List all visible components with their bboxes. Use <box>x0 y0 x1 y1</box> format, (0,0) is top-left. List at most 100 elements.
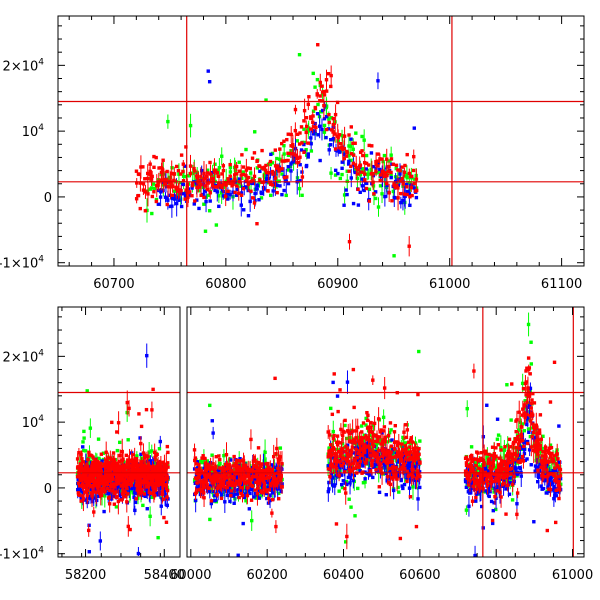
data-point <box>184 145 188 149</box>
data-point <box>344 461 348 465</box>
data-point <box>212 494 217 498</box>
data-point <box>116 461 120 466</box>
data-point <box>417 470 422 474</box>
data-point <box>111 470 115 474</box>
data-point <box>328 474 332 479</box>
data-point <box>193 199 197 203</box>
data-point <box>257 482 261 486</box>
data-point <box>326 71 331 76</box>
data-point <box>360 184 365 188</box>
data-point <box>267 475 272 480</box>
data-point <box>90 463 94 467</box>
data-point <box>143 177 147 181</box>
data-point <box>117 493 122 498</box>
data-point <box>204 174 208 179</box>
data-point <box>351 153 356 157</box>
data-point <box>360 447 365 451</box>
data-point <box>243 473 247 478</box>
data-point <box>159 504 163 508</box>
data-point <box>270 491 275 495</box>
data-point <box>172 172 176 176</box>
data-point <box>139 441 143 446</box>
data-point <box>219 493 224 497</box>
data-point <box>361 470 365 474</box>
data-point <box>221 168 226 173</box>
data-point <box>246 182 250 186</box>
data-point <box>347 133 351 137</box>
data-point <box>357 449 362 453</box>
data-point <box>258 476 262 480</box>
data-point <box>332 476 336 480</box>
data-point <box>83 449 88 453</box>
data-point <box>193 456 198 460</box>
data-point <box>236 487 241 492</box>
data-point <box>378 167 382 172</box>
data-point <box>181 174 186 178</box>
data-point <box>388 466 393 471</box>
data-point <box>289 132 293 137</box>
data-point <box>364 423 368 427</box>
data-point <box>246 470 250 474</box>
data-point <box>210 170 214 175</box>
data-point <box>349 164 353 169</box>
data-point <box>322 130 327 134</box>
data-point <box>329 453 334 457</box>
data-point <box>338 176 343 181</box>
data-point <box>254 465 258 469</box>
data-point <box>353 458 357 462</box>
data-point <box>349 462 353 467</box>
data-point <box>279 475 283 480</box>
data-point <box>241 165 246 169</box>
data-point <box>261 491 265 495</box>
data-point <box>123 490 127 495</box>
data-point <box>197 476 201 480</box>
data-point <box>271 454 276 459</box>
data-point <box>252 151 257 155</box>
data-point <box>116 421 121 425</box>
data-point <box>133 500 138 505</box>
data-point <box>81 497 86 501</box>
data-point <box>224 472 228 476</box>
data-point <box>306 152 311 156</box>
data-point <box>184 188 188 192</box>
data-point <box>336 409 340 414</box>
data-point <box>238 480 242 484</box>
data-point <box>239 491 243 496</box>
data-point <box>200 475 204 480</box>
data-point <box>414 195 419 200</box>
data-point <box>108 456 113 460</box>
data-point <box>181 169 185 174</box>
data-point <box>219 494 224 499</box>
data-point <box>248 166 252 171</box>
data-point <box>255 159 259 164</box>
data-point <box>369 425 373 430</box>
data-point <box>162 488 167 492</box>
data-point <box>165 474 169 479</box>
data-point <box>241 459 246 463</box>
data-point <box>353 441 357 445</box>
data-point <box>216 479 220 483</box>
data-point <box>362 450 367 455</box>
data-point <box>97 456 101 461</box>
data-point <box>90 499 95 504</box>
data-point <box>77 451 81 455</box>
data-point <box>266 171 271 175</box>
data-point <box>408 464 412 469</box>
data-point <box>145 353 149 358</box>
data-point <box>239 173 243 177</box>
data-point <box>349 505 353 509</box>
data-point <box>349 137 353 141</box>
data-point <box>324 89 329 93</box>
data-point <box>363 480 367 484</box>
data-point <box>264 170 269 175</box>
data-point <box>311 120 315 124</box>
data-point <box>103 489 107 494</box>
data-point <box>270 463 274 467</box>
data-point <box>377 465 382 469</box>
data-point <box>219 183 224 188</box>
data-point <box>364 161 369 166</box>
data-point <box>298 179 302 183</box>
data-point <box>268 171 273 175</box>
data-point <box>268 494 272 498</box>
data-point <box>206 193 211 197</box>
